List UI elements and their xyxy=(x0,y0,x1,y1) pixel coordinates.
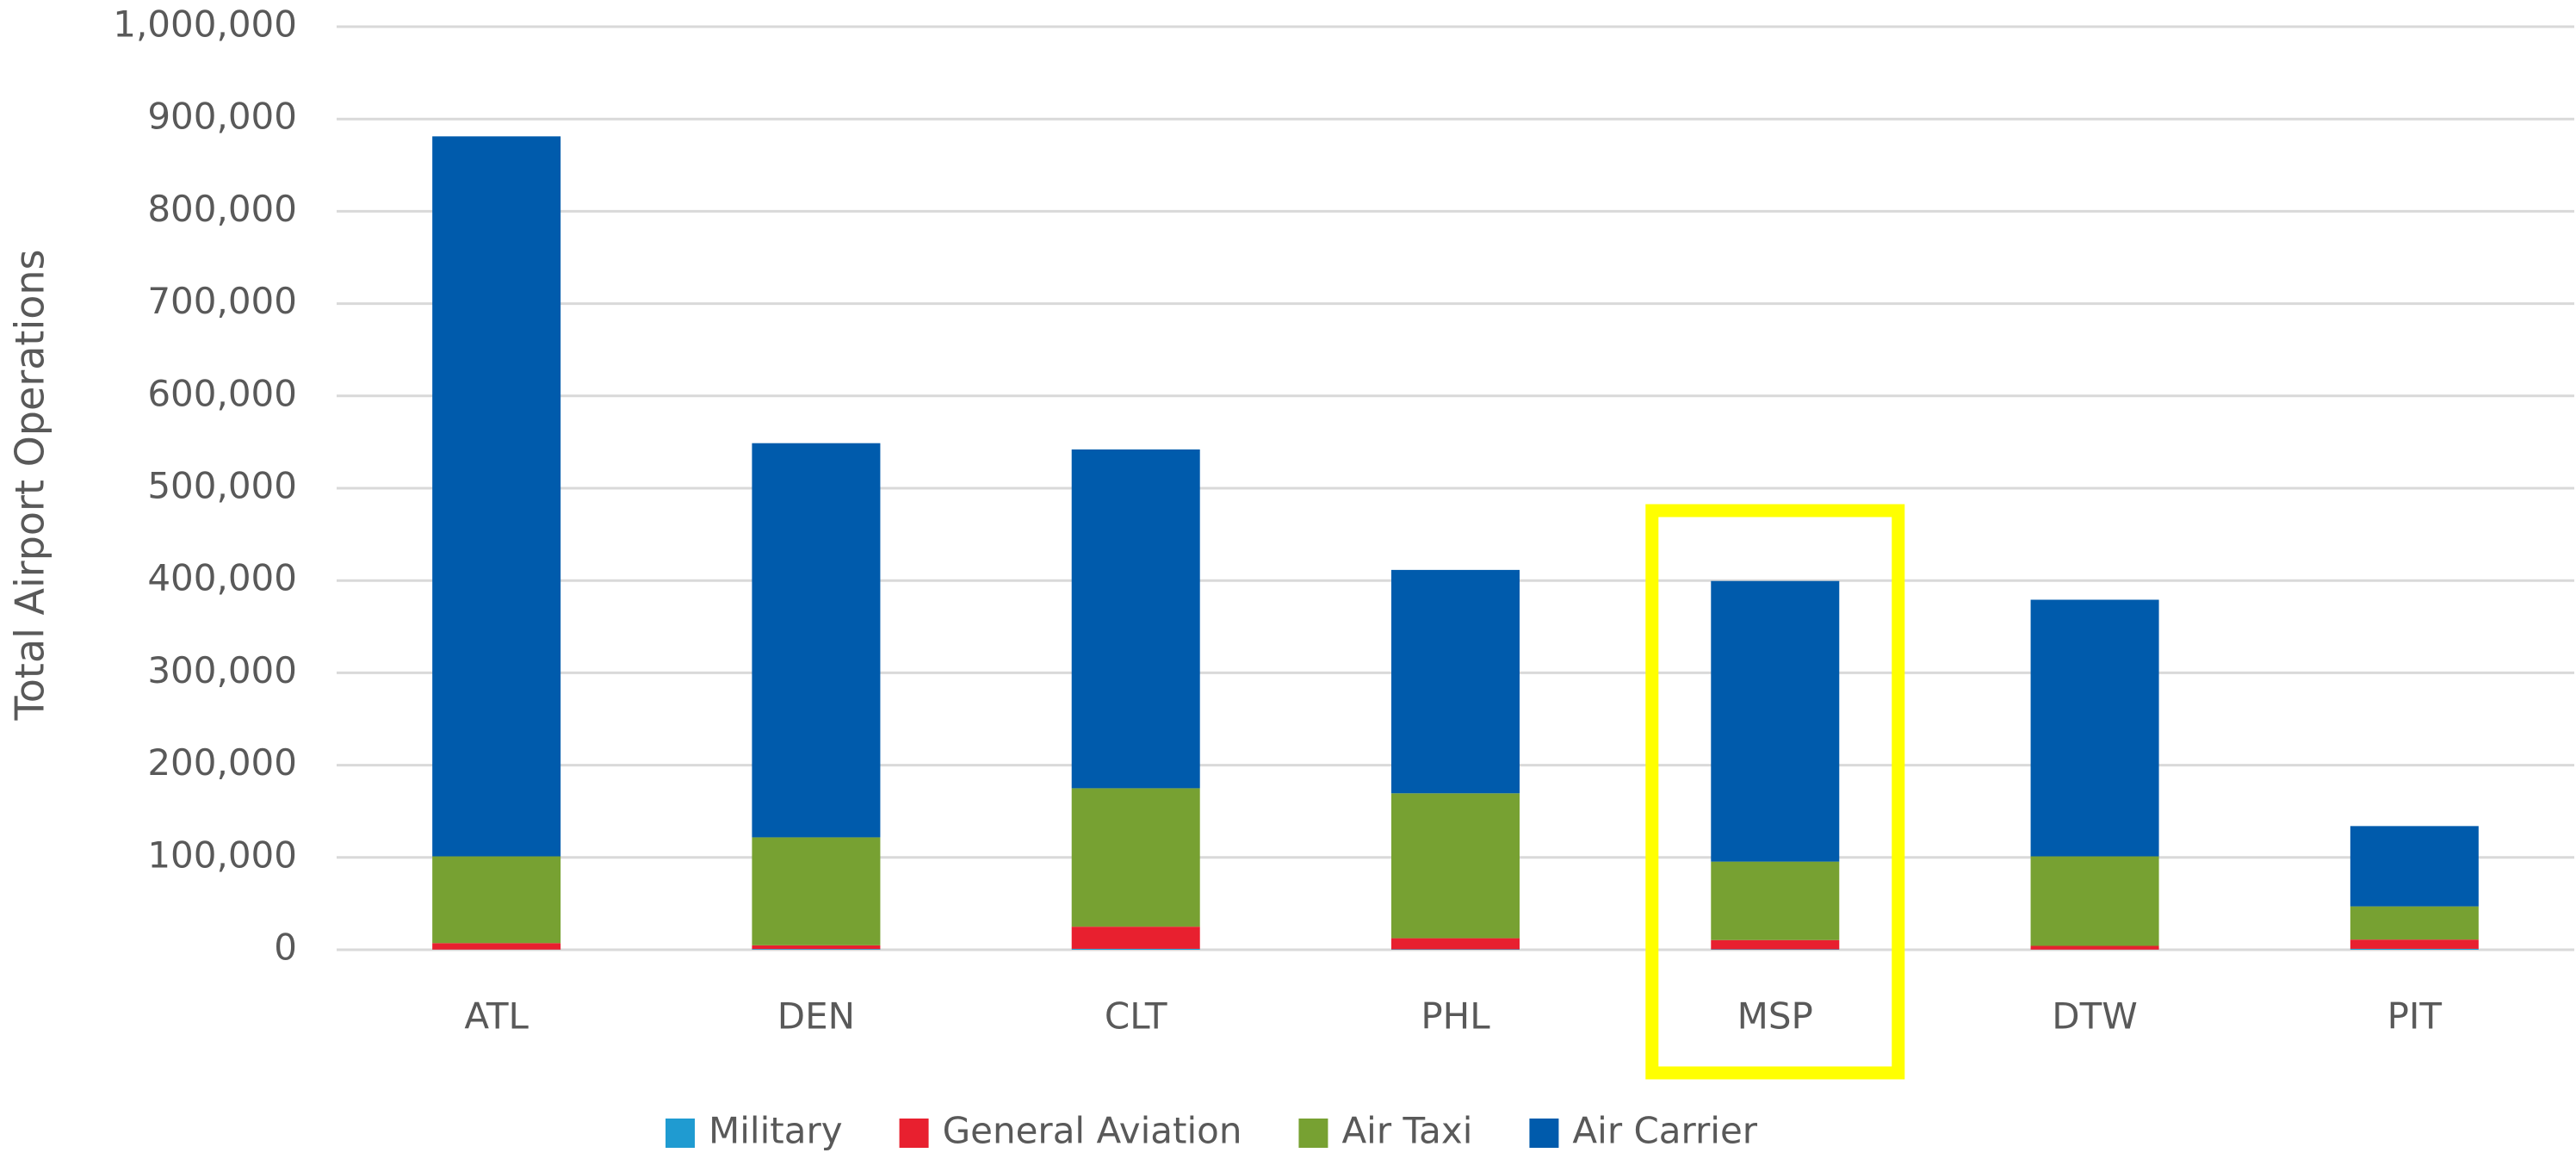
y-tick-label: 0 xyxy=(274,927,297,969)
bar-segment xyxy=(1071,788,1200,927)
bar-segment xyxy=(2030,945,2159,950)
bar-segment xyxy=(1391,793,1520,939)
y-axis-title: Total Airport Operations xyxy=(7,249,53,721)
bar-segment xyxy=(2350,939,2479,949)
bar-segment xyxy=(1711,580,1840,862)
bar-segment xyxy=(2350,948,2479,950)
bar-segment xyxy=(1711,939,1840,950)
x-tick-label: CLT xyxy=(1105,995,1167,1038)
x-tick-label: DTW xyxy=(2052,995,2138,1038)
y-tick-label: 600,000 xyxy=(147,372,297,414)
bar-segment xyxy=(1071,449,1200,789)
x-tick-label: PIT xyxy=(2387,995,2443,1038)
legend-label: Military xyxy=(709,1110,843,1152)
y-tick-label: 300,000 xyxy=(147,649,297,691)
bar-segment xyxy=(432,856,561,944)
y-tick-label: 900,000 xyxy=(147,96,297,138)
bar-segment xyxy=(1391,938,1520,950)
x-tick-label: DEN xyxy=(777,995,855,1038)
bar-segment xyxy=(752,837,881,945)
bar-segment xyxy=(752,443,881,838)
y-tick-label: 400,000 xyxy=(147,557,297,599)
x-tick-label: MSP xyxy=(1737,995,1813,1038)
x-tick-label: PHL xyxy=(1421,995,1490,1038)
bar-segment xyxy=(1391,949,1520,950)
legend-label: Air Taxi xyxy=(1341,1110,1472,1152)
bar-segment xyxy=(2350,826,2479,907)
bar-segment xyxy=(432,943,561,950)
y-tick-label: 100,000 xyxy=(147,834,297,876)
bar-segment xyxy=(2030,856,2159,946)
bar-segment xyxy=(2030,599,2159,857)
legend-label: General Aviation xyxy=(943,1110,1242,1152)
bar-segment xyxy=(432,136,561,857)
bar-segment xyxy=(1391,569,1520,794)
bar-segment xyxy=(2350,906,2479,940)
y-tick-label: 500,000 xyxy=(147,465,297,507)
legend-swatch xyxy=(666,1119,695,1148)
bar-segment xyxy=(1711,861,1840,940)
bar-segment xyxy=(752,949,881,950)
bar-segment xyxy=(1071,948,1200,950)
legend-swatch xyxy=(1529,1119,1559,1148)
y-tick-label: 1,000,000 xyxy=(113,3,297,46)
bar-segment xyxy=(1071,927,1200,949)
y-tick-label: 700,000 xyxy=(147,280,297,322)
bar-segment xyxy=(1711,949,1840,950)
bar-segment xyxy=(752,945,881,950)
y-tick-label: 200,000 xyxy=(147,741,297,784)
legend-swatch xyxy=(1298,1119,1328,1148)
x-tick-label: ATL xyxy=(464,995,529,1038)
y-tick-label: 800,000 xyxy=(147,188,297,230)
highlight-box xyxy=(1645,504,1905,1080)
legend-label: Air Carrier xyxy=(1572,1110,1757,1152)
legend-swatch xyxy=(899,1119,929,1148)
